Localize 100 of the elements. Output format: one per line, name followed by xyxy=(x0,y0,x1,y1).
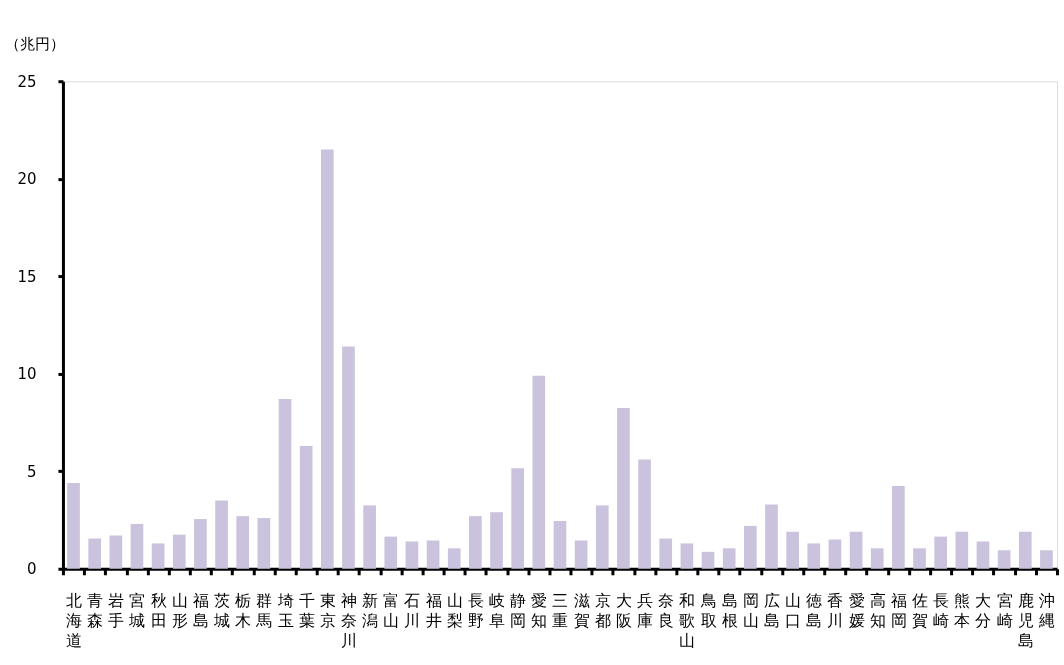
y-tick-label: 25 xyxy=(17,72,37,91)
x-tick-label: 北海道 xyxy=(66,591,83,651)
x-tick-label: 山形 xyxy=(171,591,188,631)
y-tick-label: 10 xyxy=(17,365,37,384)
x-tick-label: 佐賀 xyxy=(912,591,929,631)
bar xyxy=(659,538,673,569)
x-tick-label: 高知 xyxy=(869,591,886,631)
x-tick-label: 栃木 xyxy=(235,591,252,631)
x-tick-label: 三重 xyxy=(552,591,569,631)
x-tick-label: 東京 xyxy=(319,591,336,631)
x-tick-label: 熊本 xyxy=(954,591,971,631)
x-tick-label: 福井 xyxy=(425,591,442,631)
bar xyxy=(997,550,1011,569)
x-tick-label: 宮城 xyxy=(128,591,146,631)
x-tick-label: 大分 xyxy=(975,591,992,631)
x-tick-label: 山梨 xyxy=(446,591,463,631)
x-tick-label: 山口 xyxy=(785,591,802,631)
x-tick-label: 滋賀 xyxy=(573,591,590,631)
bar xyxy=(743,525,757,569)
y-tick-label: 15 xyxy=(17,267,37,286)
x-tick-label: 鹿児島 xyxy=(1017,591,1034,651)
bar xyxy=(828,539,842,569)
x-tick-label: 千葉 xyxy=(298,591,315,631)
bar xyxy=(617,407,630,569)
x-tick-label: 宮崎 xyxy=(996,591,1013,631)
bar xyxy=(299,445,313,569)
bar xyxy=(363,505,376,569)
x-tick-label: 青森 xyxy=(87,591,104,631)
bar xyxy=(278,399,292,569)
bar xyxy=(215,500,228,569)
y-tick-label: 20 xyxy=(17,170,37,189)
x-tick-label: 神奈川 xyxy=(340,591,357,651)
bar xyxy=(88,538,102,569)
x-tick-label: 徳島 xyxy=(806,591,823,631)
bar xyxy=(194,519,207,569)
x-tick-label: 埼玉 xyxy=(276,591,294,631)
x-tick-label: 秋田 xyxy=(150,591,167,631)
x-tick-label: 鳥取 xyxy=(699,591,717,631)
bar xyxy=(934,536,948,569)
y-tick-label: 5 xyxy=(26,462,37,481)
x-tick-label: 奈良 xyxy=(658,591,675,631)
x-tick-label: 静岡 xyxy=(510,591,527,631)
bar xyxy=(765,504,778,569)
x-tick-label: 茨城 xyxy=(213,591,231,631)
bar xyxy=(553,520,567,569)
y-axis-title: （兆円） xyxy=(5,34,66,53)
bar xyxy=(490,512,503,569)
bar xyxy=(532,375,546,569)
bar xyxy=(130,523,144,569)
bar xyxy=(67,482,80,569)
bar xyxy=(680,543,694,569)
x-tick-label: 香川 xyxy=(827,591,844,631)
bar xyxy=(384,536,398,569)
bar xyxy=(405,541,419,569)
x-tick-label: 石川 xyxy=(404,591,421,631)
bar xyxy=(955,531,969,569)
x-tick-label: 岐阜 xyxy=(489,591,506,631)
x-tick-label: 京都 xyxy=(594,591,611,631)
bar xyxy=(511,468,525,569)
bar xyxy=(701,551,715,569)
bar xyxy=(913,548,926,569)
x-tick-label: 長野 xyxy=(467,591,484,631)
bar xyxy=(638,459,651,569)
bar xyxy=(109,535,123,569)
bar xyxy=(320,149,334,569)
x-tick-label: 長崎 xyxy=(933,591,950,631)
x-tick-label: 愛知 xyxy=(531,591,548,631)
bar xyxy=(976,541,990,569)
x-tick-label: 群馬 xyxy=(255,591,273,631)
x-tick-label: 福岡 xyxy=(890,591,907,631)
bar xyxy=(151,543,165,569)
bar xyxy=(849,531,863,569)
x-tick-label: 新潟 xyxy=(362,591,379,631)
bar xyxy=(447,548,461,569)
x-tick-label: 兵庫 xyxy=(637,591,654,631)
x-tick-label: 愛媛 xyxy=(848,591,865,631)
x-tick-label: 福島 xyxy=(192,591,209,631)
bar xyxy=(870,548,884,569)
bar xyxy=(722,548,736,569)
x-tick-label: 富山 xyxy=(383,591,400,631)
x-tick-label: 大阪 xyxy=(615,591,632,631)
bar xyxy=(786,531,799,569)
y-tick-label: 0 xyxy=(26,560,37,579)
x-tick-label: 岡山 xyxy=(742,591,759,631)
x-tick-label: 広島 xyxy=(763,591,780,631)
bar xyxy=(1040,550,1053,569)
bar xyxy=(426,540,440,569)
bar xyxy=(257,518,271,569)
bar xyxy=(892,485,905,569)
x-tick-label: 岩手 xyxy=(108,591,125,631)
bar xyxy=(172,534,186,569)
bar xyxy=(342,346,355,569)
bar xyxy=(595,505,609,569)
x-tick-label: 島根 xyxy=(721,591,738,631)
x-tick-label: 沖縄 xyxy=(1037,591,1055,631)
bar xyxy=(469,516,482,569)
bar xyxy=(236,516,250,569)
bar xyxy=(1018,531,1032,569)
bar xyxy=(807,543,821,569)
bar xyxy=(574,540,588,569)
